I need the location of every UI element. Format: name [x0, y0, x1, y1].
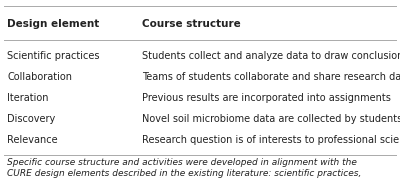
Text: Specific course structure and activities were developed in alignment with the: Specific course structure and activities…: [7, 158, 357, 167]
Text: Relevance: Relevance: [7, 135, 58, 145]
Text: Iteration: Iteration: [7, 93, 49, 103]
Text: Collaboration: Collaboration: [7, 72, 72, 82]
Text: Students collect and analyze data to draw conclusions: Students collect and analyze data to dra…: [142, 51, 400, 61]
Text: CURE design elements described in the existing literature: scientific practices,: CURE design elements described in the ex…: [7, 169, 362, 178]
Text: Previous results are incorporated into assignments: Previous results are incorporated into a…: [142, 93, 391, 103]
Text: Teams of students collaborate and share research data: Teams of students collaborate and share …: [142, 72, 400, 82]
Text: Design element: Design element: [7, 19, 100, 29]
Text: Course structure: Course structure: [142, 19, 241, 29]
Text: Discovery: Discovery: [7, 114, 56, 124]
Text: Scientific practices: Scientific practices: [7, 51, 100, 61]
Text: Novel soil microbiome data are collected by students: Novel soil microbiome data are collected…: [142, 114, 400, 124]
Text: Research question is of interests to professional scientists: Research question is of interests to pro…: [142, 135, 400, 145]
